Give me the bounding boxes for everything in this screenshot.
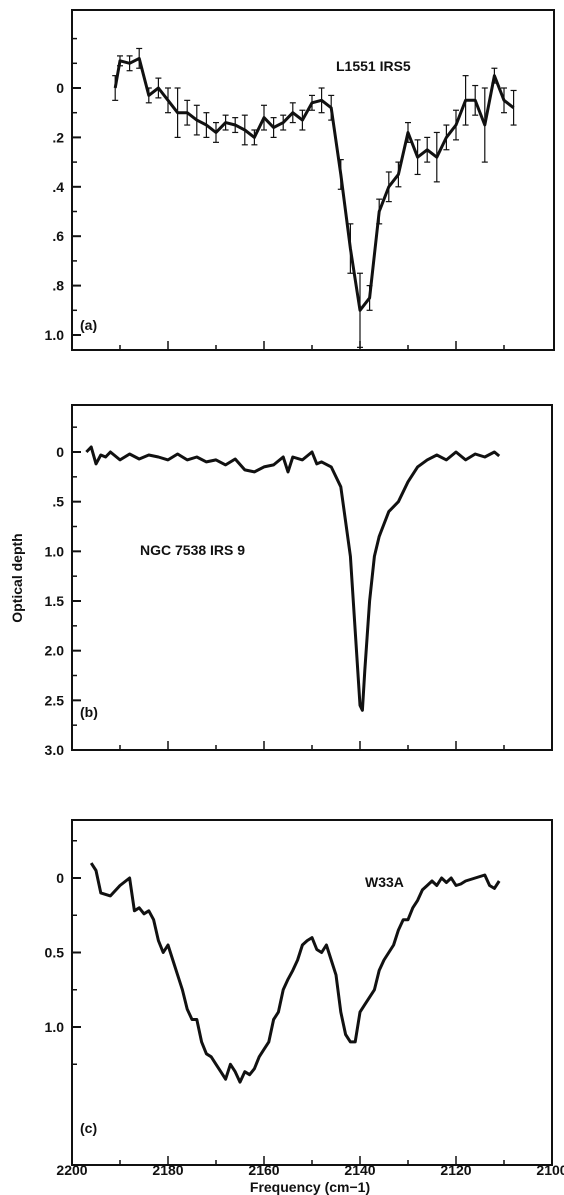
x-tick-label: 2200 <box>56 1162 87 1178</box>
y-tick-label: .4 <box>52 179 64 195</box>
panel-c: W33A (c) 0 0.5 1.0 <box>45 819 553 1166</box>
x-tick-label: 2180 <box>152 1162 183 1178</box>
y-tick-label: 1.0 <box>45 1019 65 1035</box>
y-tick-label: .5 <box>52 494 64 510</box>
x-tick-label: 2140 <box>344 1162 375 1178</box>
y-tick-label: .2 <box>52 129 64 145</box>
panel-b-title: NGC 7538 IRS 9 <box>140 542 245 558</box>
y-tick-label: .6 <box>52 228 64 244</box>
panel-a-label: (a) <box>80 317 97 333</box>
y-axis-label: Optical depth <box>9 533 25 622</box>
series-line <box>113 56 515 312</box>
panel-a-frame <box>71 9 555 351</box>
series-line <box>85 445 501 712</box>
panel-c-title: W33A <box>365 874 404 890</box>
panel-b: NGC 7538 IRS 9 (b) 0 .5 1.0 1.5 2.0 2.5 3.0 <box>45 404 553 758</box>
y-tick-label: .8 <box>52 278 64 294</box>
panel-c-label: (c) <box>80 1120 97 1136</box>
x-tick-label: 2120 <box>440 1162 471 1178</box>
x-tick-label: 2100 <box>536 1162 564 1178</box>
y-tick-label: 2.0 <box>45 643 65 659</box>
y-tick-label: 0 <box>56 80 64 96</box>
x-axis-label: Frequency (cm−1) <box>250 1179 370 1195</box>
y-tick-label: 2.5 <box>45 692 65 708</box>
x-tick-labels: 2200 2180 2160 2140 2120 2100 <box>56 1162 564 1178</box>
y-tick-label: 1.0 <box>45 543 65 559</box>
panel-a-title: L1551 IRS5 <box>336 58 411 74</box>
y-tick-label: 1.0 <box>45 327 65 343</box>
y-tick-label: 0 <box>56 870 64 886</box>
panel-a: L1551 IRS5 (a) 0 .2 .4 .6 .8 1.0 <box>45 9 555 351</box>
panel-b-label: (b) <box>80 704 98 720</box>
y-tick-label: 0.5 <box>45 945 65 961</box>
y-tick-label: 1.5 <box>45 593 65 609</box>
x-tick-label: 2160 <box>248 1162 279 1178</box>
y-tick-label: 3.0 <box>45 742 65 758</box>
panel-c-frame <box>71 819 553 1166</box>
series-line <box>89 862 501 1084</box>
y-tick-label: 0 <box>56 444 64 460</box>
